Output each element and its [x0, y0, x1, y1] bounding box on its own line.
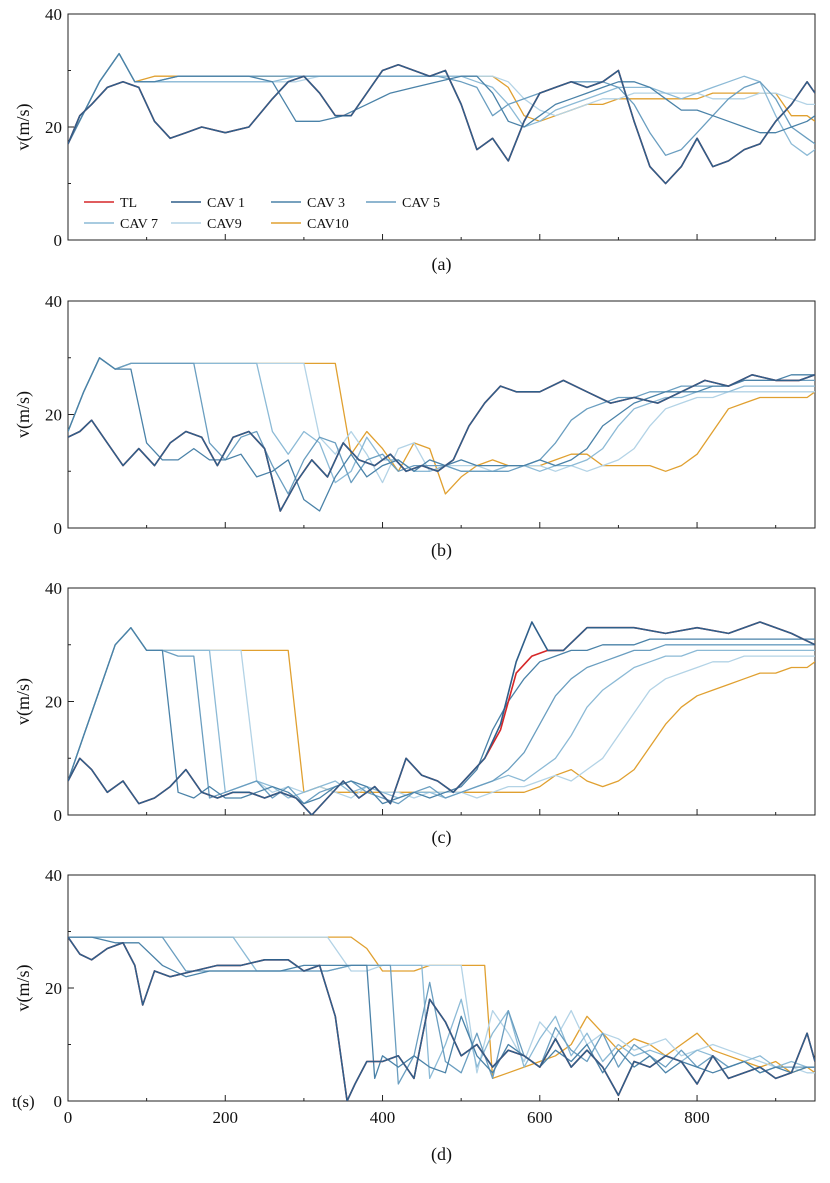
series-line-cav5	[68, 52, 815, 156]
y-tick-label: 20	[45, 693, 62, 712]
series-line-cav1	[68, 64, 815, 185]
legend-label: CAV 7	[120, 217, 158, 232]
plot-frame	[67, 587, 816, 816]
series-line-cav1	[68, 621, 815, 815]
x-tick-label: 400	[370, 1108, 396, 1127]
y-tick-label: 0	[54, 519, 63, 538]
chart-panel-a: 0 20 40 v(m/s) TL CAV 1 CAV 3 CAV 5 CAV 7 CAV9 CAV…	[13, 5, 816, 275]
series-line-cav3	[68, 627, 815, 805]
legend-label: TL	[120, 196, 137, 211]
plot-frame	[67, 300, 816, 529]
series-line-cav7	[68, 52, 815, 156]
y-tick-label: 40	[45, 5, 62, 24]
chart-panel-b: 0 20 40 v(m/s) (b)	[13, 292, 816, 561]
x-tick-label: 800	[684, 1108, 710, 1127]
series-line-cav5	[68, 357, 815, 495]
series-line-cav1	[68, 374, 815, 512]
series-line-cav3	[68, 52, 815, 145]
legend-label: CAV 3	[307, 196, 345, 211]
y-tick-label: 20	[45, 979, 62, 998]
series-group	[68, 52, 815, 185]
series-line-cav3	[68, 936, 815, 1080]
series-line-cav10	[68, 357, 815, 495]
series-group	[68, 936, 815, 1101]
x-tick-label: 200	[213, 1108, 239, 1127]
series-line-cav5	[68, 627, 815, 805]
panel-caption: (a)	[432, 254, 452, 275]
x-axis-label: t(s)	[12, 1092, 35, 1111]
series-line-tl	[68, 374, 815, 512]
series-line-cav10	[68, 936, 815, 1080]
series-line-cav7	[68, 627, 815, 799]
y-axis-label: v(m/s)	[13, 964, 34, 1011]
y-tick-label: 0	[54, 1092, 63, 1111]
y-tick-label: 40	[45, 866, 62, 885]
series-line-cav7	[68, 936, 815, 1080]
panel-caption: (b)	[431, 540, 452, 561]
panel-caption: (c)	[432, 827, 452, 848]
y-tick-label: 40	[45, 292, 62, 311]
legend-label: CAV 5	[402, 196, 440, 211]
series-line-cav10	[68, 52, 815, 145]
series-line-cav9	[68, 52, 815, 145]
series-line-cav9	[68, 627, 815, 799]
legend-label: CAV9	[207, 217, 242, 232]
series-line-cav1	[68, 936, 815, 1101]
y-tick-label: 0	[54, 806, 63, 825]
chart-panel-c: 0 20 40 v(m/s) (c)	[13, 579, 816, 848]
y-tick-label: 40	[45, 579, 62, 598]
legend: TL CAV 1 CAV 3 CAV 5 CAV 7 CAV9 CAV10	[84, 196, 440, 232]
panel-caption: (d)	[431, 1144, 452, 1165]
y-tick-label: 0	[54, 231, 63, 250]
y-tick-label: 20	[45, 406, 62, 425]
series-line-cav5	[68, 936, 815, 1085]
series-line-cav10	[68, 627, 815, 793]
y-axis-label: v(m/s)	[13, 391, 34, 438]
series-line-tl	[68, 64, 815, 185]
x-tick-label: 600	[527, 1108, 553, 1127]
x-tick-label: 0	[64, 1108, 73, 1127]
y-axis-label: v(m/s)	[13, 103, 34, 150]
y-tick-label: 20	[45, 118, 62, 137]
series-group	[68, 621, 815, 815]
series-group	[68, 357, 815, 512]
legend-label: CAV 1	[207, 196, 245, 211]
plot-frame	[67, 874, 816, 1102]
y-axis-label: v(m/s)	[13, 678, 34, 725]
legend-label: CAV10	[307, 217, 349, 232]
